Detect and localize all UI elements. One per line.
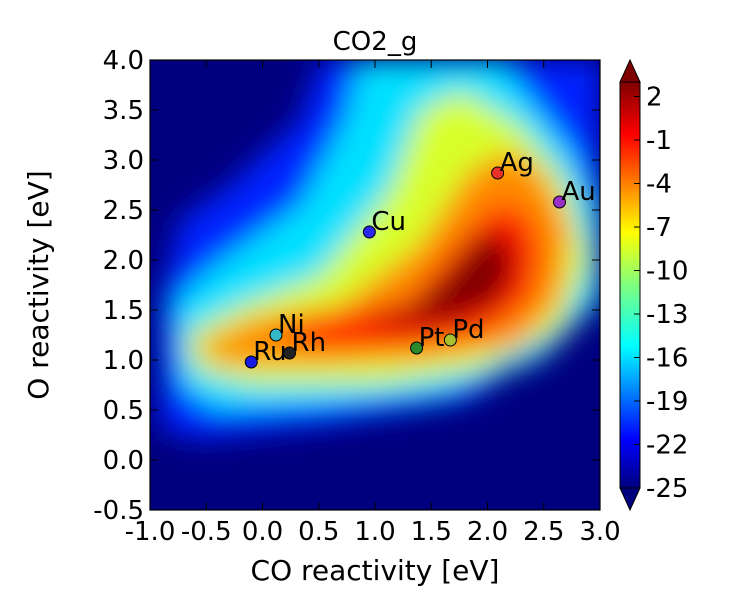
y-tick-label: 1.5: [103, 296, 144, 326]
point-label-au: Au: [562, 177, 596, 207]
colorbar-max-extension: [619, 58, 641, 83]
x-tick-label: 1.0: [354, 517, 395, 547]
y-axis-label: O reactivity [eV]: [22, 170, 55, 399]
heatmap-field: [160, 60, 600, 440]
point-rh: [283, 346, 296, 360]
colorbar-tick-label: -10: [646, 257, 688, 287]
x-tick-label: 0.5: [298, 517, 339, 547]
point-label-ni: Ni: [278, 310, 305, 340]
point-pt: [410, 341, 424, 355]
y-tick-label: 3.0: [103, 146, 144, 176]
y-tick-label: 0.5: [103, 396, 144, 426]
colorbar-min-extension: [619, 487, 641, 512]
colorbar-ticks: 2 -1 -4 -7 -10 -13 -16 -19 -22 -25: [634, 83, 688, 504]
point-pd: [443, 333, 457, 347]
x-tick-label: 3.0: [579, 517, 620, 547]
y-tick-label: 1.0: [103, 346, 144, 376]
x-tick-label: 2.0: [467, 517, 508, 547]
chart-title: CO2_g: [333, 27, 418, 57]
colorbar-tick-label: -4: [646, 170, 672, 200]
point-cu: [362, 225, 376, 239]
x-tick-label: -1.0: [125, 517, 176, 547]
x-axis-ticks: -1.0 -0.5 0.0 0.5 1.0 1.5 2.0 2.5 3.0: [125, 60, 621, 547]
x-tick-label: 0.0: [242, 517, 283, 547]
point-label-pt: Pt: [419, 323, 445, 353]
plot-area: [150, 60, 600, 510]
colorbar-tick-label: -16: [646, 344, 688, 374]
colorbar-tick-label: 2: [646, 83, 663, 113]
x-tick-label: 1.5: [411, 517, 452, 547]
colorbar: 2 -1 -4 -7 -10 -13 -16 -19 -22 -25: [619, 58, 688, 512]
y-tick-label: 2.5: [103, 196, 144, 226]
colorbar-tick-label: -25: [646, 474, 688, 504]
x-tick-label: 2.5: [523, 517, 564, 547]
y-tick-label: 0.0: [103, 446, 144, 476]
y-tick-label: 3.5: [103, 96, 144, 126]
point-ni: [269, 328, 283, 342]
point-ru: [244, 355, 258, 369]
colorbar-gradient: [619, 81, 641, 489]
y-axis-ticks: -0.5 0.0 0.5 1.0 1.5 2.0 2.5 3.0 3.5 4.0: [93, 46, 600, 526]
colorbar-tick-label: -22: [646, 431, 688, 461]
point-label-pd: Pd: [452, 315, 484, 345]
colorbar-tick-label: -7: [646, 213, 672, 243]
y-tick-label: 4.0: [103, 46, 144, 76]
point-label-cu: Cu: [371, 207, 406, 237]
colorbar-tick-label: -19: [646, 387, 688, 417]
contour-darkred: [360, 235, 515, 325]
point-label-ag: Ag: [500, 148, 534, 178]
y-tick-label: -0.5: [93, 496, 144, 526]
x-tick-label: -0.5: [181, 517, 232, 547]
x-axis-label: CO reactivity [eV]: [251, 554, 500, 587]
colorbar-tick-label: -13: [646, 300, 688, 330]
point-label-ru: Ru: [253, 337, 286, 367]
point-ag: [491, 166, 505, 180]
point-label-rh: Rh: [292, 328, 327, 358]
y-tick-label: 2.0: [103, 246, 144, 276]
point-au: [553, 195, 566, 209]
colorbar-tick-label: -1: [646, 126, 672, 156]
